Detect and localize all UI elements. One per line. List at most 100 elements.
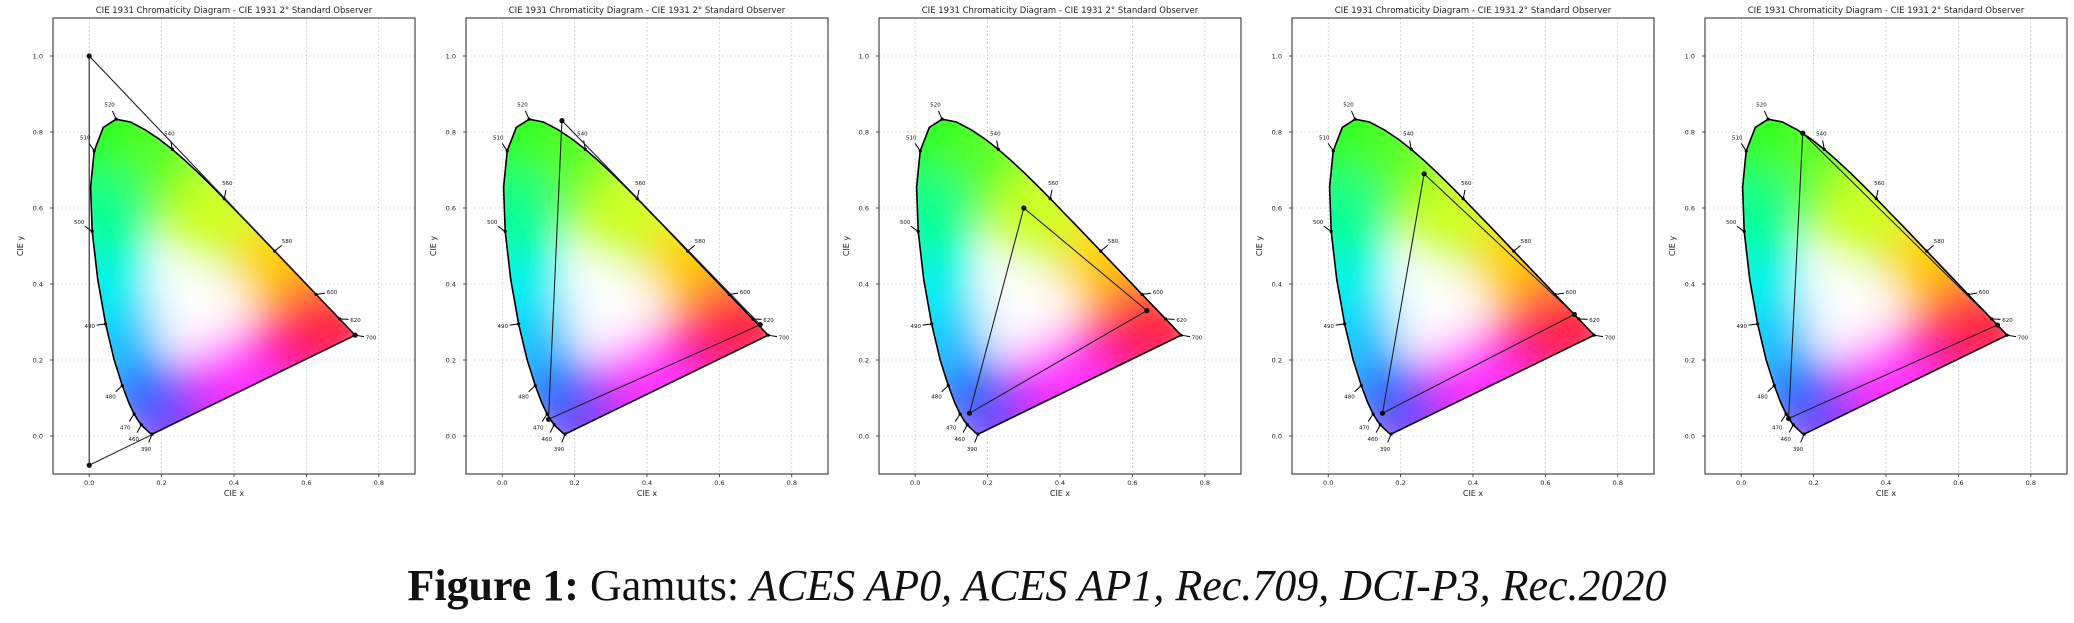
chart-panel: 390 460 470 480 490 500 510 520 540 560 580 600 620 7…	[418, 0, 832, 500]
wavelength-point	[918, 149, 922, 153]
wavelength-point	[1163, 317, 1168, 321]
chart-panel: 390 460 470 480 490 500 510 520 540 560 580 600 620 7…	[1657, 0, 2071, 500]
wavelength-label: 460	[1368, 437, 1379, 443]
chart-panel: 390 460 470 480 490 500 510 520 540 560 580 600 620 7…	[831, 0, 1245, 500]
y-tick-label: 0.0	[859, 432, 869, 440]
wavelength-label: 600	[1979, 290, 1990, 296]
wavelength-point	[92, 149, 96, 153]
wavelength-label: 470	[946, 425, 957, 431]
wavelength-point	[1874, 197, 1878, 201]
wavelength-point	[1592, 333, 1596, 337]
y-tick-label: 0.4	[1272, 280, 1282, 288]
y-tick-label: 1.0	[859, 52, 869, 60]
x-tick-label: 0.4	[229, 479, 239, 487]
wavelength-point	[965, 423, 969, 427]
gamut-primary-point	[1021, 205, 1027, 211]
wavelength-point	[505, 149, 509, 153]
gamut-triangle	[1788, 131, 1999, 420]
y-tick-label: 0.8	[1272, 128, 1282, 136]
wavelength-point	[1140, 292, 1144, 297]
y-tick-label: 0.6	[1685, 204, 1695, 212]
gamut-primary-point	[1786, 415, 1792, 422]
y-tick-label: 1.0	[1272, 52, 1282, 60]
wavelength-point	[1756, 322, 1760, 326]
x-tick-label: 0.8	[1613, 479, 1623, 487]
y-axis-label: CIE y	[16, 236, 25, 257]
x-tick-label: 0.2	[569, 479, 579, 487]
y-tick-label: 0.2	[33, 356, 43, 364]
wavelength-point	[958, 412, 962, 416]
x-tick-label: 0.2	[156, 479, 166, 487]
wavelength-point	[1331, 149, 1335, 153]
x-tick-label: 0.6	[1540, 479, 1550, 487]
gamut-primary-point	[559, 118, 565, 124]
caption-label: Figure 1:	[407, 561, 579, 610]
y-tick-label: 0.0	[33, 432, 43, 440]
wavelength-label: 510	[493, 136, 504, 142]
gamut-primary-point	[1800, 130, 1806, 136]
gamut-primary-point	[757, 322, 763, 328]
y-tick-label: 0.8	[1685, 128, 1695, 136]
y-tick-label: 0.8	[33, 128, 43, 136]
wavelength-label: 580	[282, 239, 293, 245]
spectral-locus	[915, 118, 1183, 435]
wavelength-label: 600	[1566, 290, 1577, 296]
caption-gamut-list: ACES AP0, ACES AP1, Rec.709, DCI-P3, Rec…	[750, 561, 1667, 610]
wavelength-label: 560	[1048, 181, 1059, 187]
wavelength-label: 390	[141, 447, 152, 453]
chart-panel: 390 460 470 480 490 500 510 520 540 560 580 600 620 7…	[5, 0, 419, 500]
wavelength-point	[1329, 229, 1333, 234]
spectral-locus	[502, 118, 770, 435]
y-tick-label: 1.0	[1685, 52, 1695, 60]
wavelength-label: 580	[1521, 239, 1532, 245]
wavelength-point	[2005, 333, 2009, 337]
wavelength-point	[120, 383, 124, 388]
wavelength-point	[1925, 249, 1929, 253]
wavelength-label: 520	[517, 103, 528, 109]
wavelength-label: 490	[1737, 324, 1748, 330]
gamut-primary-point	[1571, 311, 1577, 317]
wavelength-label: 470	[1359, 425, 1370, 431]
wavelength-label: 520	[1343, 103, 1354, 109]
wavelength-label: 490	[911, 324, 922, 330]
chromaticity-fill	[503, 119, 769, 435]
y-axis-label: CIE y	[1255, 236, 1264, 257]
gamut-triangle	[547, 119, 762, 421]
wavelength-label: 540	[990, 132, 1001, 138]
wavelength-label: 460	[1781, 437, 1792, 443]
wavelength-point	[114, 117, 118, 121]
wavelength-point	[1822, 147, 1826, 151]
wavelength-point	[1378, 423, 1382, 427]
x-tick-label: 0.0	[910, 479, 920, 487]
wavelength-point	[517, 322, 521, 326]
y-tick-label: 0.2	[446, 356, 456, 364]
wavelength-point	[170, 147, 174, 151]
x-tick-label: 0.4	[642, 479, 652, 487]
wavelength-label: 390	[1793, 447, 1804, 453]
chart-title: CIE 1931 Chromaticity Diagram - CIE 1931…	[96, 6, 373, 16]
wavelength-label: 560	[635, 181, 646, 187]
wavelength-label: 480	[931, 394, 942, 400]
y-tick-label: 0.8	[446, 128, 456, 136]
wavelength-label: 460	[542, 437, 553, 443]
y-tick-label: 0.2	[1272, 356, 1282, 364]
wavelength-label: 580	[1934, 239, 1945, 245]
x-axis-label: CIE x	[224, 489, 245, 498]
wavelength-label: 620	[2002, 318, 2013, 324]
wavelength-label: 600	[327, 290, 338, 296]
wavelength-point	[1099, 249, 1103, 253]
wavelength-point	[533, 383, 537, 388]
wavelength-label: 510	[906, 136, 917, 142]
y-tick-label: 0.0	[1685, 432, 1695, 440]
wavelength-label: 470	[1772, 425, 1783, 431]
gamut-primary-point	[545, 416, 552, 422]
wavelength-label: 520	[1756, 103, 1767, 109]
wavelength-point	[583, 147, 587, 151]
x-tick-label: 0.6	[714, 479, 724, 487]
x-tick-label: 0.8	[2026, 479, 2036, 487]
wavelength-point	[1389, 432, 1393, 436]
